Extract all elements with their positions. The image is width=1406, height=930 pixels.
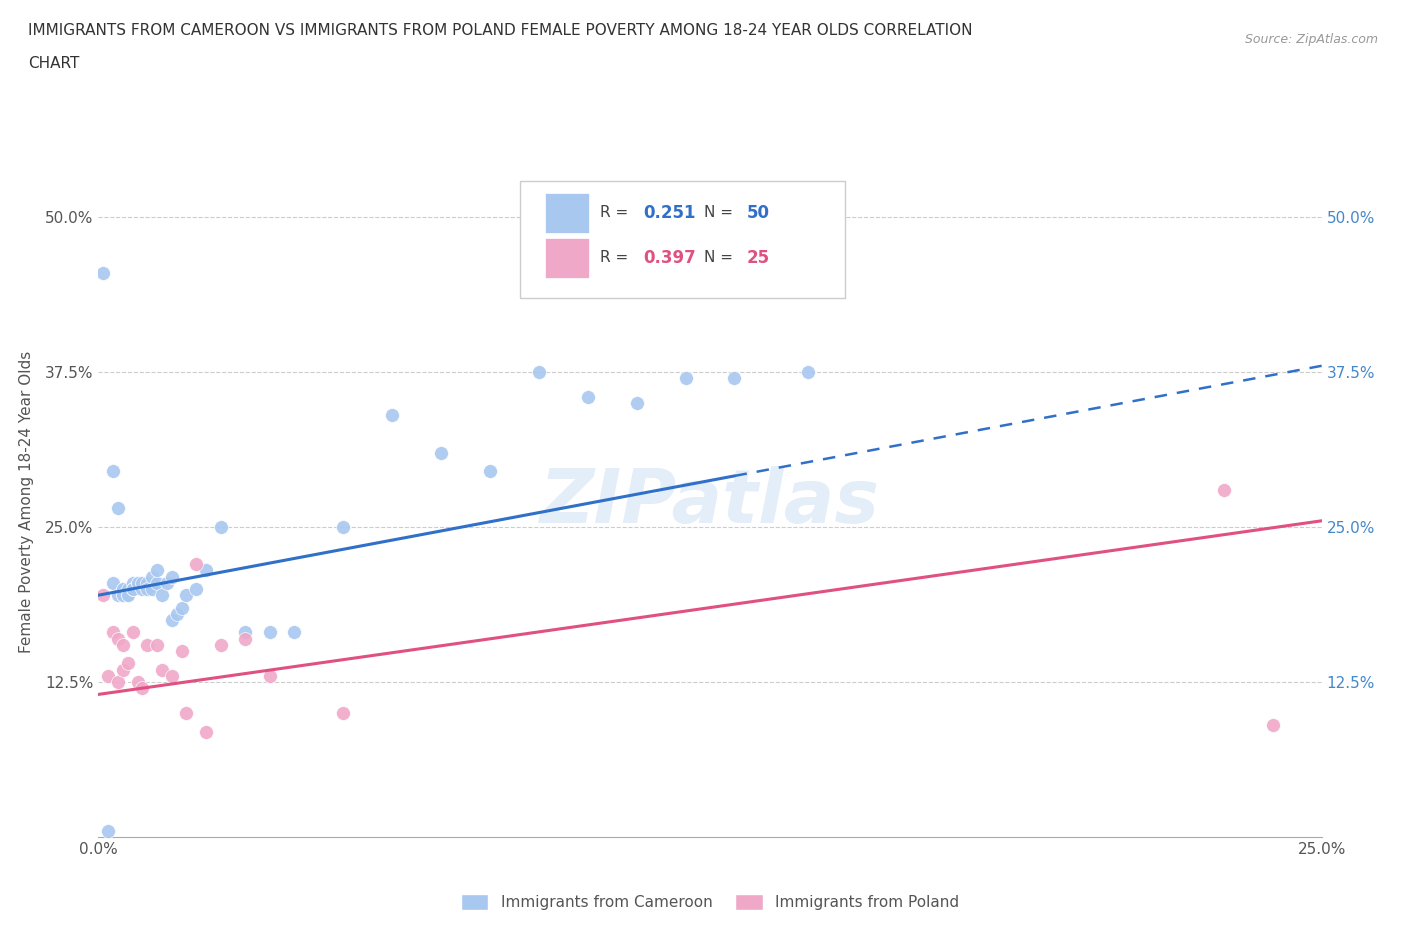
Y-axis label: Female Poverty Among 18-24 Year Olds: Female Poverty Among 18-24 Year Olds — [18, 352, 34, 654]
Point — [576, 390, 599, 405]
Point — [527, 365, 550, 379]
Point — [121, 576, 143, 591]
Point — [97, 823, 120, 838]
Point — [430, 445, 453, 460]
FancyBboxPatch shape — [546, 238, 589, 277]
Point — [107, 674, 129, 689]
Point — [121, 581, 143, 596]
Point — [111, 581, 134, 596]
Point — [170, 600, 193, 615]
Text: 25: 25 — [747, 249, 770, 267]
Point — [160, 613, 183, 628]
Point — [97, 669, 120, 684]
Text: R =: R = — [600, 250, 633, 265]
Point — [131, 681, 153, 696]
Point — [160, 569, 183, 584]
Point — [111, 662, 134, 677]
Point — [283, 625, 305, 640]
Point — [259, 669, 281, 684]
Point — [1261, 718, 1284, 733]
Point — [478, 464, 501, 479]
Point — [146, 637, 169, 652]
Point — [176, 706, 198, 721]
Text: 0.251: 0.251 — [643, 204, 695, 222]
Point — [156, 576, 179, 591]
Point — [127, 576, 149, 591]
Point — [136, 637, 159, 652]
Point — [332, 520, 354, 535]
Point — [723, 371, 745, 386]
Legend: Immigrants from Cameroon, Immigrants from Poland: Immigrants from Cameroon, Immigrants fro… — [454, 888, 966, 916]
Point — [141, 569, 163, 584]
Point — [195, 563, 218, 578]
Point — [111, 588, 134, 603]
Point — [117, 588, 139, 603]
Text: CHART: CHART — [28, 56, 80, 71]
Point — [150, 662, 173, 677]
Point — [626, 395, 648, 410]
Point — [121, 581, 143, 596]
Point — [233, 631, 256, 646]
Point — [166, 606, 188, 621]
Point — [209, 637, 232, 652]
Point — [176, 588, 198, 603]
FancyBboxPatch shape — [520, 180, 845, 298]
Point — [101, 625, 124, 640]
Point — [146, 563, 169, 578]
Point — [101, 576, 124, 591]
Text: ZIPatlas: ZIPatlas — [540, 466, 880, 538]
Point — [141, 581, 163, 596]
Text: IMMIGRANTS FROM CAMEROON VS IMMIGRANTS FROM POLAND FEMALE POVERTY AMONG 18-24 YE: IMMIGRANTS FROM CAMEROON VS IMMIGRANTS F… — [28, 23, 973, 38]
Point — [186, 581, 208, 596]
Point — [136, 576, 159, 591]
Point — [107, 631, 129, 646]
Point — [146, 576, 169, 591]
Point — [127, 674, 149, 689]
Point — [121, 625, 143, 640]
Point — [160, 669, 183, 684]
Point — [111, 588, 134, 603]
Text: 0.397: 0.397 — [643, 249, 696, 267]
Point — [1212, 483, 1234, 498]
Point — [233, 625, 256, 640]
Point — [111, 637, 134, 652]
Point — [195, 724, 218, 739]
Text: N =: N = — [704, 206, 738, 220]
Point — [117, 656, 139, 671]
Point — [150, 588, 173, 603]
Text: R =: R = — [600, 206, 633, 220]
Point — [101, 464, 124, 479]
Point — [186, 557, 208, 572]
Text: 50: 50 — [747, 204, 769, 222]
Point — [259, 625, 281, 640]
Point — [111, 581, 134, 596]
Point — [91, 588, 114, 603]
Point — [136, 581, 159, 596]
FancyBboxPatch shape — [546, 193, 589, 232]
Point — [675, 371, 697, 386]
Point — [121, 581, 143, 596]
Point — [107, 501, 129, 516]
Text: Source: ZipAtlas.com: Source: ZipAtlas.com — [1244, 33, 1378, 46]
Text: N =: N = — [704, 250, 738, 265]
Point — [381, 408, 404, 423]
Point — [131, 581, 153, 596]
Point — [797, 365, 820, 379]
Point — [117, 588, 139, 603]
Point — [170, 644, 193, 658]
Point — [127, 576, 149, 591]
Point — [209, 520, 232, 535]
Point — [332, 706, 354, 721]
Point — [91, 265, 114, 280]
Point — [107, 588, 129, 603]
Point — [131, 576, 153, 591]
Point — [117, 581, 139, 596]
